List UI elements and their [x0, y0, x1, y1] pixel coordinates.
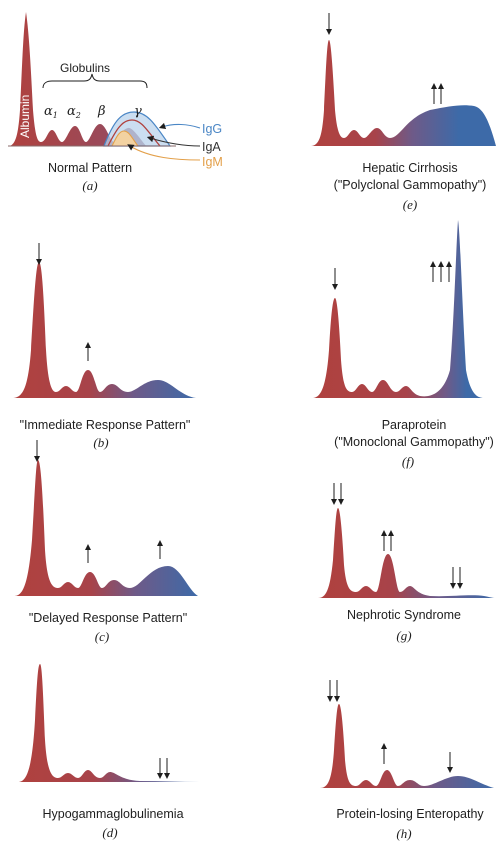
- igm-pointer: [127, 144, 201, 161]
- panel-f-paraprotein: Paraprotein ("Monoclonal Gammopathy") (f…: [312, 220, 494, 469]
- panel-g-letter: (g): [396, 628, 411, 643]
- beta-label: β: [97, 104, 106, 119]
- igm-curve: [111, 130, 140, 147]
- panel-d-hypogammaglobulinemia: Hypogammaglobulinemia (d): [18, 664, 200, 840]
- igg-pointer: [158, 122, 201, 130]
- panel-a-normal-pattern: Albumin Globulins α1 α2 β γ IgG IgA IgM …: [8, 12, 223, 193]
- igg-label: IgG: [202, 122, 222, 136]
- panel-f-trace: [312, 220, 484, 398]
- iga-pointer: [146, 135, 201, 147]
- panel-b-caption: "Immediate Response Pattern": [20, 418, 191, 432]
- globulins-brace: [42, 73, 148, 89]
- panel-d-caption: Hypogammaglobulinemia: [42, 807, 183, 821]
- panel-h-letter: (h): [396, 826, 411, 841]
- panel-g-trace: [318, 508, 496, 598]
- panel-h-caption: Protein-losing Enteropathy: [336, 807, 484, 821]
- panel-g-nephrotic-syndrome: Nephrotic Syndrome (g): [318, 483, 496, 643]
- panel-c-delayed-response: "Delayed Response Pattern" (c): [14, 440, 198, 644]
- panel-f-caption-line1: Paraprotein: [382, 418, 447, 432]
- panel-h-trace: [320, 704, 494, 788]
- igm-label: IgM: [202, 155, 223, 169]
- panel-c-letter: (c): [95, 629, 109, 644]
- iga-curve: [107, 119, 161, 147]
- gamma-label: γ: [134, 104, 142, 119]
- albumin-label: Albumin: [18, 95, 32, 138]
- globulins-label: Globulins: [60, 61, 110, 75]
- panel-a-letter: (a): [82, 178, 97, 193]
- panel-c-trace: [14, 460, 198, 596]
- panel-h-protein-losing-enteropathy: Protein-losing Enteropathy (h): [320, 680, 494, 841]
- panel-d-trace: [18, 664, 200, 782]
- panel-c-caption: "Delayed Response Pattern": [29, 611, 187, 625]
- panel-b-immediate-response: "Immediate Response Pattern" (b): [12, 243, 196, 450]
- panel-f-letter: (f): [402, 454, 414, 469]
- panel-e-caption-line1: Hepatic Cirrhosis: [362, 161, 457, 175]
- panel-a-caption: Normal Pattern: [48, 161, 132, 175]
- panel-b-trace: [12, 262, 196, 398]
- panel-d-letter: (d): [102, 825, 117, 840]
- panel-e-letter: (e): [403, 197, 417, 212]
- panel-f-caption-line2: ("Monoclonal Gammopathy"): [334, 435, 494, 449]
- panel-e-trace: [310, 40, 496, 146]
- panel-e-caption-line2: ("Polyclonal Gammopathy"): [334, 178, 487, 192]
- panel-b-letter: (b): [93, 435, 108, 450]
- panel-g-caption: Nephrotic Syndrome: [347, 608, 461, 622]
- panel-e-hepatic-cirrhosis: Hepatic Cirrhosis ("Polyclonal Gammopath…: [310, 13, 496, 212]
- iga-label: IgA: [202, 140, 221, 154]
- alpha2-label: α2: [67, 104, 81, 120]
- alpha1-label: α1: [44, 104, 58, 120]
